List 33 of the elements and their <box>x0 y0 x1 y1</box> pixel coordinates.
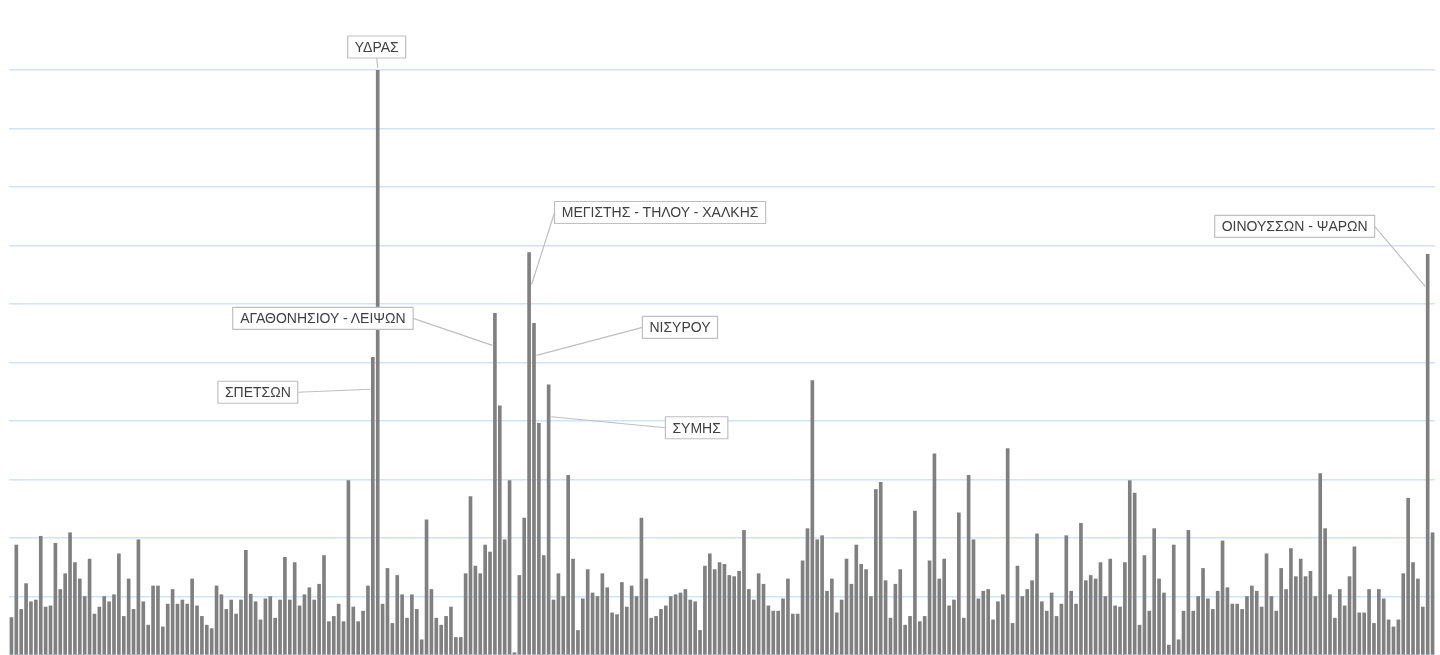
bar <box>1005 448 1010 655</box>
bar <box>1337 589 1342 655</box>
bar <box>395 575 400 655</box>
bar <box>585 569 590 655</box>
bar <box>771 610 776 655</box>
bar <box>878 482 883 655</box>
bar <box>1298 558 1303 655</box>
annotation: ΣΠΕΤΣΩΝ <box>224 384 291 401</box>
bar <box>854 544 859 655</box>
bar <box>1318 473 1323 655</box>
bar <box>1425 253 1430 655</box>
bar <box>14 544 19 655</box>
annotation: ΝΙΣΥΡΟΥ <box>649 319 712 336</box>
bar <box>1254 590 1259 655</box>
bar <box>292 562 297 655</box>
annotation: ΣΥΜΗΣ <box>672 419 722 436</box>
text: ΥΔΡΑΣ <box>354 38 400 55</box>
bar <box>268 596 273 655</box>
bar <box>1064 535 1069 655</box>
bar <box>898 569 903 655</box>
bar <box>1235 603 1240 655</box>
bar <box>1127 480 1132 655</box>
annotation: ΑΓΑΘΟΝΗΣΙΟΥ - ΛΕΙΨΩΝ <box>240 310 406 327</box>
bar <box>981 590 986 655</box>
bar <box>668 596 673 655</box>
bar <box>1171 544 1176 655</box>
bar <box>38 535 43 655</box>
bar <box>512 652 517 655</box>
bar <box>1088 575 1093 655</box>
annotation: ΟΙΝΟΥΣΣΩΝ - ΨΑΡΩΝ <box>1221 218 1368 235</box>
bar <box>1108 558 1113 655</box>
bar <box>102 596 107 655</box>
annotation: ΜΕΓΙΣΤΗΣ - ΤΗΛΟΥ - ΧΑΛΚΗΣ <box>561 204 759 221</box>
